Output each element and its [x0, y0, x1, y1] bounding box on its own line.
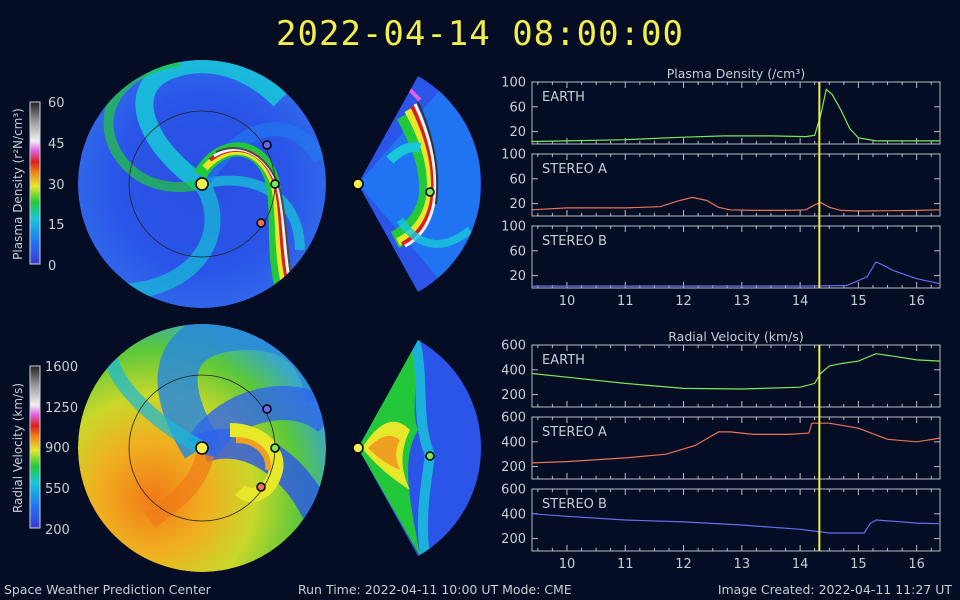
stereo-b-marker — [262, 140, 272, 150]
earth-marker — [425, 451, 435, 461]
velocity-meridional-plot — [358, 340, 482, 556]
panel-name: STEREO B — [542, 234, 607, 249]
earth-marker — [270, 179, 280, 189]
x-tick-label: 16 — [908, 294, 925, 309]
stereo-b-marker — [262, 404, 272, 414]
density-tick: 60 — [48, 96, 65, 111]
velocity-tick: 900 — [45, 441, 70, 456]
panel-frame — [531, 416, 941, 480]
panel-frame — [531, 153, 941, 217]
y-tick-label: 60 — [509, 172, 526, 187]
density-tick: 45 — [48, 137, 65, 152]
y-tick-label: 20 — [509, 197, 526, 212]
sun-marker — [195, 441, 209, 455]
series-line — [532, 261, 941, 287]
density-meridional-plot — [358, 76, 482, 292]
velocity-tick: 550 — [45, 482, 70, 497]
sun-marker — [352, 442, 364, 454]
x-tick-label: 12 — [675, 557, 692, 572]
velocity-tick: 200 — [45, 523, 70, 538]
x-tick-label: 10 — [559, 294, 576, 309]
density-tick: 0 — [48, 259, 56, 274]
density-colorbar: 60 45 30 15 0 Plasma Density (r²N/cm³) — [11, 96, 65, 274]
velocity-colorbar-label: Radial Velocity (km/s) — [11, 383, 25, 513]
y-tick-label: 600 — [501, 483, 526, 498]
panel-frame — [531, 81, 941, 145]
chart-panel: 100 60 20 STEREO A — [501, 148, 941, 217]
y-tick-label: 20 — [509, 269, 526, 284]
series-line — [531, 88, 940, 143]
x-tick-label: 10 — [559, 557, 576, 572]
velocity-colorbar: 1600 1250 900 550 200 Radial Velocity (k… — [11, 360, 78, 538]
simulation-datetime: 2022-04-14 08:00:00 — [276, 14, 684, 54]
series-line — [531, 353, 941, 390]
density-colorbar-label: Plasma Density (r²N/cm³) — [11, 108, 25, 260]
earth-marker — [425, 187, 435, 197]
chart-panel: 600 400 200 STEREO A — [501, 411, 941, 480]
y-tick-label: 600 — [501, 339, 526, 354]
chart-block: Radial Velocity (km/s) 600 400 200 EARTH 600 4… — [501, 329, 941, 572]
density-tick: 15 — [48, 218, 65, 233]
x-tick-label: 11 — [617, 557, 634, 572]
image-created: Image Created: 2022-04-11 11:27 UT — [717, 582, 952, 597]
x-tick-label: 13 — [734, 557, 751, 572]
panel-name: EARTH — [542, 90, 585, 105]
chart-panel: 100 60 20 STEREO B — [501, 220, 941, 289]
panel-name: EARTH — [542, 353, 585, 368]
x-tick-label: 13 — [734, 294, 751, 309]
y-tick-label: 100 — [501, 76, 526, 91]
panel-name: STEREO A — [542, 162, 607, 177]
earth-marker — [270, 443, 280, 453]
panel-name: STEREO A — [542, 425, 607, 440]
x-tick-label: 12 — [675, 294, 692, 309]
y-tick-label: 400 — [501, 507, 526, 522]
x-tick-label: 16 — [908, 557, 925, 572]
y-tick-label: 600 — [501, 411, 526, 426]
run-info: Run Time: 2022-04-11 10:00 UT Mode: CME — [298, 582, 572, 597]
org-name: Space Weather Prediction Center — [4, 582, 211, 597]
y-tick-label: 60 — [509, 100, 526, 115]
y-tick-label: 20 — [509, 125, 526, 140]
x-tick-label: 15 — [850, 557, 867, 572]
y-tick-label: 60 — [509, 244, 526, 259]
sun-marker — [195, 177, 209, 191]
y-tick-label: 400 — [501, 363, 526, 378]
velocity-tick: 1600 — [45, 360, 78, 375]
y-tick-label: 100 — [501, 220, 526, 235]
series-line — [531, 422, 941, 464]
series-line — [531, 513, 941, 534]
y-tick-label: 400 — [501, 435, 526, 450]
x-tick-label: 14 — [792, 557, 809, 572]
panel-name: STEREO B — [542, 497, 607, 512]
y-tick-label: 200 — [501, 388, 526, 403]
chart-title: Radial Velocity (km/s) — [668, 329, 804, 344]
x-tick-label: 14 — [792, 294, 809, 309]
chart-panel: 600 400 200 STEREO B — [501, 483, 941, 552]
chart-block: Plasma Density (/cm³) 100 60 20 EARTH 100 60 20… — [501, 66, 941, 309]
panel-frame — [531, 225, 941, 289]
sun-marker — [352, 178, 364, 190]
panel-frame — [531, 344, 941, 408]
density-colorbar-gradient — [29, 101, 41, 265]
chart-panel: 100 60 20 EARTH — [501, 76, 941, 145]
panel-frame — [531, 488, 941, 552]
y-tick-label: 200 — [501, 532, 526, 547]
y-tick-label: 200 — [501, 460, 526, 475]
y-tick-label: 100 — [501, 148, 526, 163]
x-tick-label: 11 — [617, 294, 634, 309]
time-series-charts: Plasma Density (/cm³) 100 60 20 EARTH 100 60 20… — [501, 66, 941, 572]
velocity-colorbar-gradient — [29, 365, 41, 529]
velocity-tick: 1250 — [45, 401, 78, 416]
series-line — [531, 196, 941, 212]
x-tick-label: 15 — [850, 294, 867, 309]
stereo-a-marker — [256, 482, 266, 492]
stereo-a-marker — [256, 218, 266, 228]
chart-title: Plasma Density (/cm³) — [667, 66, 806, 81]
chart-panel: 600 400 200 EARTH — [501, 339, 941, 408]
density-tick: 30 — [48, 178, 65, 193]
